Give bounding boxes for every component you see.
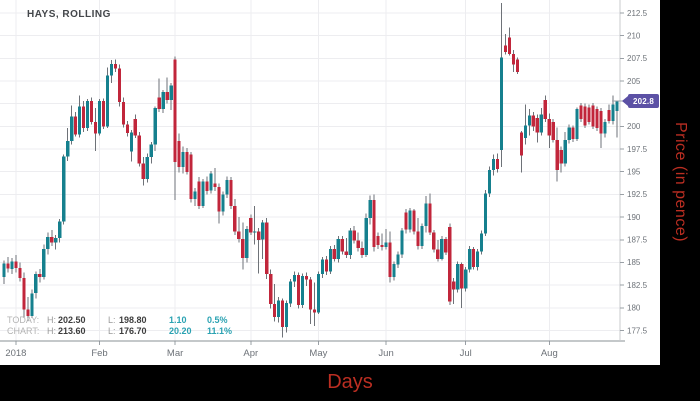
x-axis-title: Days	[327, 371, 373, 393]
svg-text:Aug: Aug	[541, 348, 558, 359]
price-chart[interactable]: 2018 Feb Mar Apr May Jun Jul Aug 212.5 210 207.5 20…	[0, 0, 660, 365]
svg-text:May: May	[309, 348, 327, 359]
today-change-value: 1.10	[169, 315, 187, 325]
chart-low-value: 176.70	[119, 326, 147, 336]
chart-pane: 2018 Feb Mar Apr May Jun Jul Aug 212.5 210 207.5 20…	[0, 0, 660, 365]
chart-title: HAYS, ROLLING	[27, 9, 111, 20]
svg-text:192.5: 192.5	[627, 190, 648, 199]
today-label: TODAY:	[7, 315, 40, 325]
svg-text:Apr: Apr	[243, 348, 258, 359]
svg-text:182.5: 182.5	[627, 281, 648, 290]
svg-text:180: 180	[627, 304, 641, 313]
last-price-badge: 202.8	[622, 94, 659, 108]
svg-text:Mar: Mar	[167, 348, 183, 359]
stats-legend: TODAY: H: 202.50 L: 198.80 1.10 0.5% CHART: H: 2…	[7, 315, 232, 337]
chart-high-value: 213.60	[58, 326, 86, 336]
svg-text:Jul: Jul	[460, 348, 472, 359]
chart-change-value: 20.20	[169, 326, 192, 336]
svg-text:Jun: Jun	[378, 348, 393, 359]
chart-low-key: L:	[108, 326, 116, 336]
svg-text:197.5: 197.5	[627, 145, 648, 154]
svg-text:212.5: 212.5	[627, 9, 648, 18]
today-low-value: 198.80	[119, 315, 147, 325]
svg-text:177.5: 177.5	[627, 326, 648, 335]
chart-stats-row: CHART: H: 213.60 L: 176.70 20.20 11.1%	[7, 326, 232, 337]
chart-high-key: H:	[47, 326, 56, 336]
today-stats-row: TODAY: H: 202.50 L: 198.80 1.10 0.5%	[7, 315, 232, 326]
svg-text:185: 185	[627, 258, 641, 267]
svg-text:2018: 2018	[5, 348, 26, 359]
today-high-value: 202.50	[58, 315, 86, 325]
today-low-key: L:	[108, 315, 116, 325]
chart-label: CHART:	[7, 326, 40, 336]
today-high-key: H:	[47, 315, 56, 325]
svg-text:190: 190	[627, 213, 641, 222]
today-percent-value: 0.5%	[207, 315, 228, 325]
chart-percent-value: 11.1%	[207, 326, 233, 336]
svg-text:200: 200	[627, 122, 641, 131]
y-axis-title: Price (in pence)	[672, 122, 689, 243]
svg-text:Feb: Feb	[91, 348, 107, 359]
svg-text:195: 195	[627, 168, 641, 177]
svg-text:205: 205	[627, 77, 641, 86]
svg-text:187.5: 187.5	[627, 236, 648, 245]
svg-text:210: 210	[627, 32, 641, 41]
svg-text:207.5: 207.5	[627, 54, 648, 63]
